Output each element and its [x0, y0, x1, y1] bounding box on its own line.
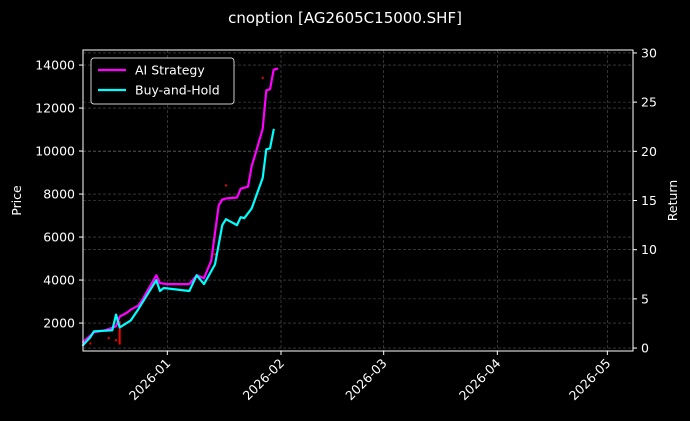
y-tick-label: 12000: [35, 101, 75, 116]
y-tick-label: 14000: [35, 58, 75, 73]
y-axis-label-left: Price: [9, 185, 24, 216]
price-point: [89, 342, 92, 345]
legend-box: [90, 57, 235, 105]
y2-tick-label: 30: [641, 45, 657, 60]
buy-and-hold-line: [81, 128, 275, 347]
y-tick-label: 8000: [43, 187, 75, 202]
y-tick-label: 10000: [35, 144, 75, 159]
price-point: [114, 339, 118, 342]
y-tick-label: 6000: [43, 230, 75, 245]
y-axis-label-right: Return: [665, 180, 680, 221]
price-point: [224, 184, 228, 187]
y2-tick-label: 10: [641, 242, 657, 257]
legend-label: Buy-and-Hold: [135, 83, 220, 98]
y-tick-label: 2000: [43, 316, 75, 331]
price-point: [107, 337, 110, 340]
y-tick-label: 4000: [43, 273, 75, 288]
legend: AI Strategy Buy-and-Hold: [90, 57, 235, 105]
y2-tick-label: 15: [641, 193, 657, 208]
plot-series: [81, 67, 279, 347]
chart-title: cnoption [AG2605C15000.SHF]: [228, 9, 462, 27]
y2-tick-label: 20: [641, 144, 657, 159]
y2-tick-label: 25: [641, 95, 657, 110]
price-point: [213, 253, 217, 256]
ai-strategy-line: [81, 67, 279, 344]
price-point: [261, 76, 264, 80]
y2-tick-label: 5: [641, 291, 649, 306]
y2-tick-label: 0: [641, 341, 649, 356]
legend-label: AI Strategy: [135, 63, 205, 78]
